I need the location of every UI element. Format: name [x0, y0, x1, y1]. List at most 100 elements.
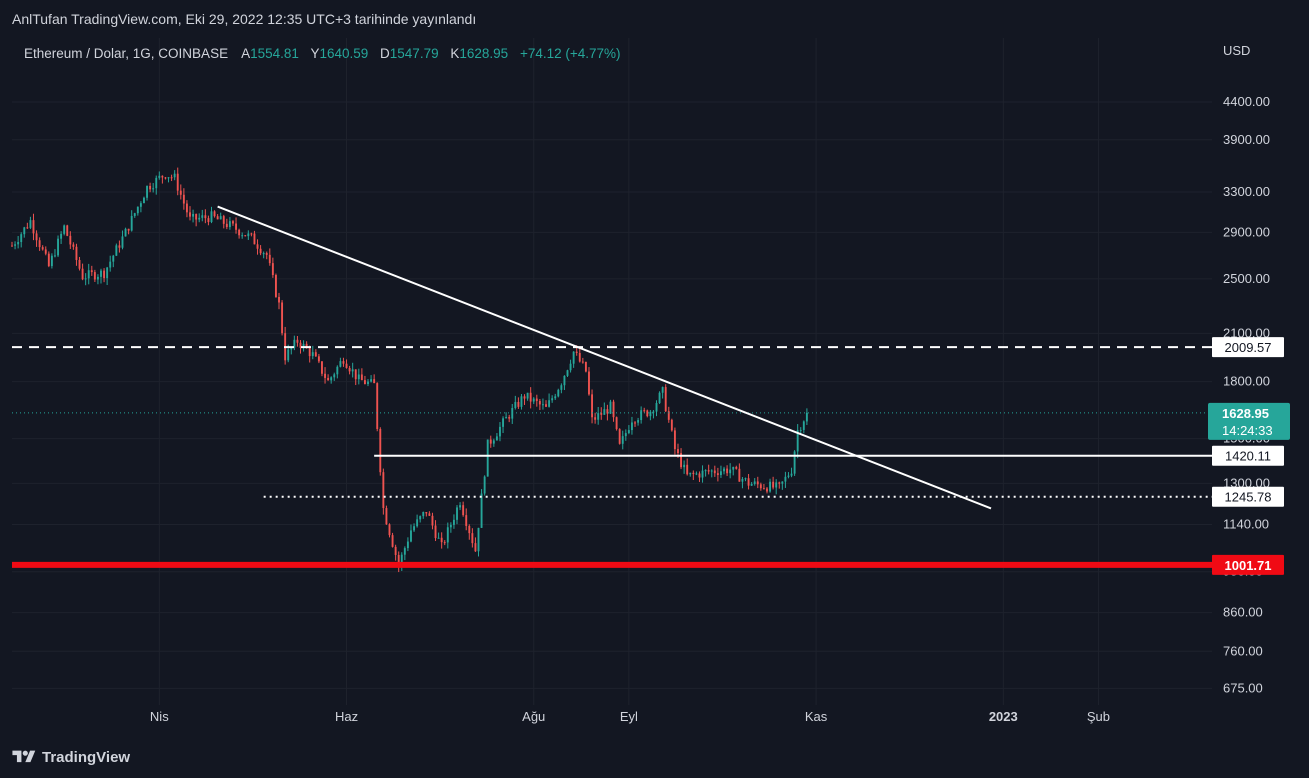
- candle-body: [38, 240, 41, 248]
- time-axis: Nis Haz Ağu Eyl Kas 2023 Şub: [150, 709, 1110, 724]
- plot-area[interactable]: [12, 38, 1212, 705]
- price-tick-label: 2100.00: [1223, 325, 1270, 340]
- candle-body: [54, 255, 56, 257]
- candle-body: [363, 380, 366, 385]
- candle-body: [529, 392, 532, 402]
- candle-body: [250, 233, 253, 235]
- candle-body: [554, 396, 557, 399]
- time-tick-label: Kas: [805, 709, 828, 724]
- price-tick-label: 760.00: [1223, 643, 1263, 658]
- candle-body: [769, 481, 772, 492]
- candle-body: [388, 524, 391, 536]
- price-axis-bg[interactable]: [1212, 38, 1309, 705]
- candle-body: [133, 213, 136, 216]
- candle-body: [152, 188, 155, 190]
- candle-body: [139, 203, 142, 207]
- candle-body: [434, 525, 437, 539]
- candle-body: [710, 470, 713, 472]
- price-tick-label: 1300.00: [1223, 475, 1270, 490]
- candle-body: [766, 488, 768, 492]
- candle-body: [805, 412, 808, 422]
- candle-body: [701, 470, 704, 478]
- candle-body: [345, 363, 348, 368]
- candle-body: [189, 212, 191, 217]
- price-tick-label: 675.00: [1223, 680, 1263, 695]
- candle-body: [474, 543, 477, 552]
- candle-body: [781, 481, 784, 484]
- candle-body: [302, 343, 305, 348]
- candle-body: [259, 248, 262, 254]
- candle-body: [677, 449, 679, 454]
- price-chart[interactable]: Nis Haz Ağu Eyl Kas 2023 Şub 4400.00 3900.00 330…: [0, 0, 1309, 745]
- candle-body: [290, 347, 293, 350]
- published-header: AnlTufan TradingView.com, Eki 29, 2022 1…: [0, 0, 1309, 38]
- candle-body: [560, 385, 563, 390]
- candle-body: [750, 483, 753, 486]
- candle-body: [324, 373, 326, 378]
- candle-body: [535, 398, 538, 402]
- candle-body: [225, 223, 228, 228]
- candle-body: [11, 245, 13, 247]
- candle-body: [293, 339, 296, 348]
- candle-body: [471, 533, 474, 544]
- candle-body: [271, 263, 274, 276]
- candle-body: [311, 352, 314, 357]
- candle-body: [634, 422, 636, 424]
- candle-body: [566, 370, 569, 376]
- time-tick-label: Nis: [150, 709, 169, 724]
- trendline[interactable]: [217, 205, 992, 510]
- candle-body: [588, 371, 590, 395]
- candle-body: [578, 352, 581, 362]
- candle-body: [486, 439, 489, 477]
- time-tick-label: Eyl: [620, 709, 638, 724]
- candle-body: [296, 339, 299, 343]
- price-label-text: 1420.11: [1225, 449, 1271, 464]
- candle-body: [333, 374, 336, 378]
- candle-body: [741, 478, 744, 482]
- candle-body: [477, 527, 480, 552]
- candle-body: [213, 211, 216, 217]
- price-label-text: 1001.71: [1225, 558, 1272, 573]
- price-tick-label: 3300.00: [1223, 184, 1270, 199]
- price-axis-unit: USD: [1223, 43, 1250, 58]
- candle-body: [492, 440, 495, 444]
- candle-body: [219, 216, 222, 220]
- candle-body: [161, 175, 164, 178]
- candle-body: [692, 472, 695, 475]
- candle-body: [609, 401, 612, 414]
- candle-body: [704, 470, 707, 472]
- candle-body: [695, 473, 698, 475]
- candle-body: [179, 190, 182, 195]
- candle-body: [489, 439, 492, 444]
- candle-body: [541, 404, 544, 406]
- legend-open-value: 1554.81: [250, 46, 299, 61]
- price-label-box: [1212, 445, 1284, 466]
- candle-body: [232, 221, 234, 224]
- candle-body: [379, 428, 382, 473]
- last-price-label: [1208, 402, 1290, 440]
- candle-body: [158, 175, 161, 178]
- candle-body: [241, 235, 244, 237]
- legend-low-label: D: [380, 46, 390, 61]
- candle-body: [425, 512, 428, 514]
- candle-body: [96, 276, 99, 280]
- candle-body: [81, 268, 84, 280]
- candle-body: [47, 253, 50, 267]
- candle-body: [683, 464, 686, 468]
- candle-body: [462, 505, 465, 516]
- candle-body: [299, 342, 302, 348]
- price-label-text: 1245.78: [1225, 490, 1272, 505]
- candle-body: [784, 476, 787, 482]
- candle-body: [228, 221, 231, 228]
- candle-body: [247, 233, 250, 237]
- candle-body: [720, 471, 722, 475]
- candle-body: [778, 482, 781, 484]
- candle-body: [192, 213, 195, 217]
- published-text: AnlTufan TradingView.com, Eki 29, 2022 1…: [12, 11, 477, 27]
- candle-body: [621, 436, 624, 444]
- candle-body: [143, 197, 145, 204]
- candle-body: [121, 236, 124, 248]
- price-tick-label: 1140.00: [1223, 516, 1269, 531]
- candle-body: [499, 426, 501, 437]
- candle-body: [551, 398, 554, 401]
